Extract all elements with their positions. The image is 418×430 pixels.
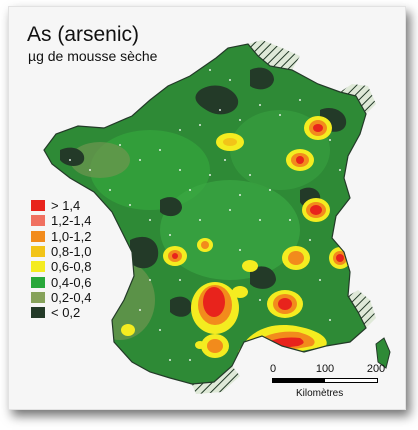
zone-olive xyxy=(70,142,130,178)
map-title: As (arsenic) xyxy=(27,23,140,46)
map-subtitle: µg de mousse sèche xyxy=(28,48,158,64)
corsica-island xyxy=(375,337,391,369)
scale-bar: 0 100 200 Kilomètres xyxy=(269,363,386,403)
legend-label: 1,0-1,2 xyxy=(51,228,92,244)
scale-unit: Kilomètres xyxy=(296,388,344,399)
legend-label: > 1,4 xyxy=(51,198,81,214)
zone-dark xyxy=(250,266,276,289)
legend-item: 0,6-0,8 xyxy=(31,259,91,274)
hatched-area xyxy=(348,290,376,328)
legend-item: > 1,4 xyxy=(31,198,91,213)
legend: > 1,4 1,2-1,4 1,0-1,2 0,8-1,0 0,6-0,8 0,… xyxy=(31,198,91,320)
legend-swatch xyxy=(31,291,45,303)
legend-swatch xyxy=(31,276,45,288)
scale-tick-label: 100 xyxy=(315,363,335,375)
legend-label: 0,2-0,4 xyxy=(51,289,92,305)
legend-item: 1,2-1,4 xyxy=(31,213,91,228)
legend-item: 1,0-1,2 xyxy=(31,229,91,244)
legend-item: 0,8-1,0 xyxy=(31,244,91,259)
scale-bar-graphic xyxy=(272,378,378,383)
legend-swatch xyxy=(31,200,45,212)
legend-swatch xyxy=(31,230,45,242)
zone-dark xyxy=(130,236,159,269)
zone-dark xyxy=(60,147,85,166)
legend-item: 0,2-0,4 xyxy=(31,290,91,305)
zone-dark xyxy=(170,296,192,317)
scale-tick-label: 0 xyxy=(269,363,277,375)
legend-label: 0,4-0,6 xyxy=(51,274,92,290)
sample-points xyxy=(69,69,341,361)
hatched-area xyxy=(248,40,300,70)
zone-dark xyxy=(195,85,239,115)
legend-label: 0,6-0,8 xyxy=(51,259,92,275)
scale-tick-label: 200 xyxy=(366,363,386,375)
legend-label: < 0,2 xyxy=(51,305,81,321)
legend-swatch xyxy=(31,246,45,258)
legend-item: < 0,2 xyxy=(31,305,91,320)
legend-label: 1,2-1,4 xyxy=(51,213,92,229)
legend-label: 0,8-1,0 xyxy=(51,244,92,260)
legend-swatch xyxy=(31,261,45,273)
zone-dark xyxy=(250,67,274,90)
legend-swatch xyxy=(31,215,45,227)
legend-item: 0,4-0,6 xyxy=(31,274,92,290)
hatched-area xyxy=(192,366,240,394)
zone-dark xyxy=(160,197,182,217)
zone-olive xyxy=(85,260,155,340)
zone-mid-green xyxy=(160,180,300,280)
legend-swatch xyxy=(31,307,45,319)
